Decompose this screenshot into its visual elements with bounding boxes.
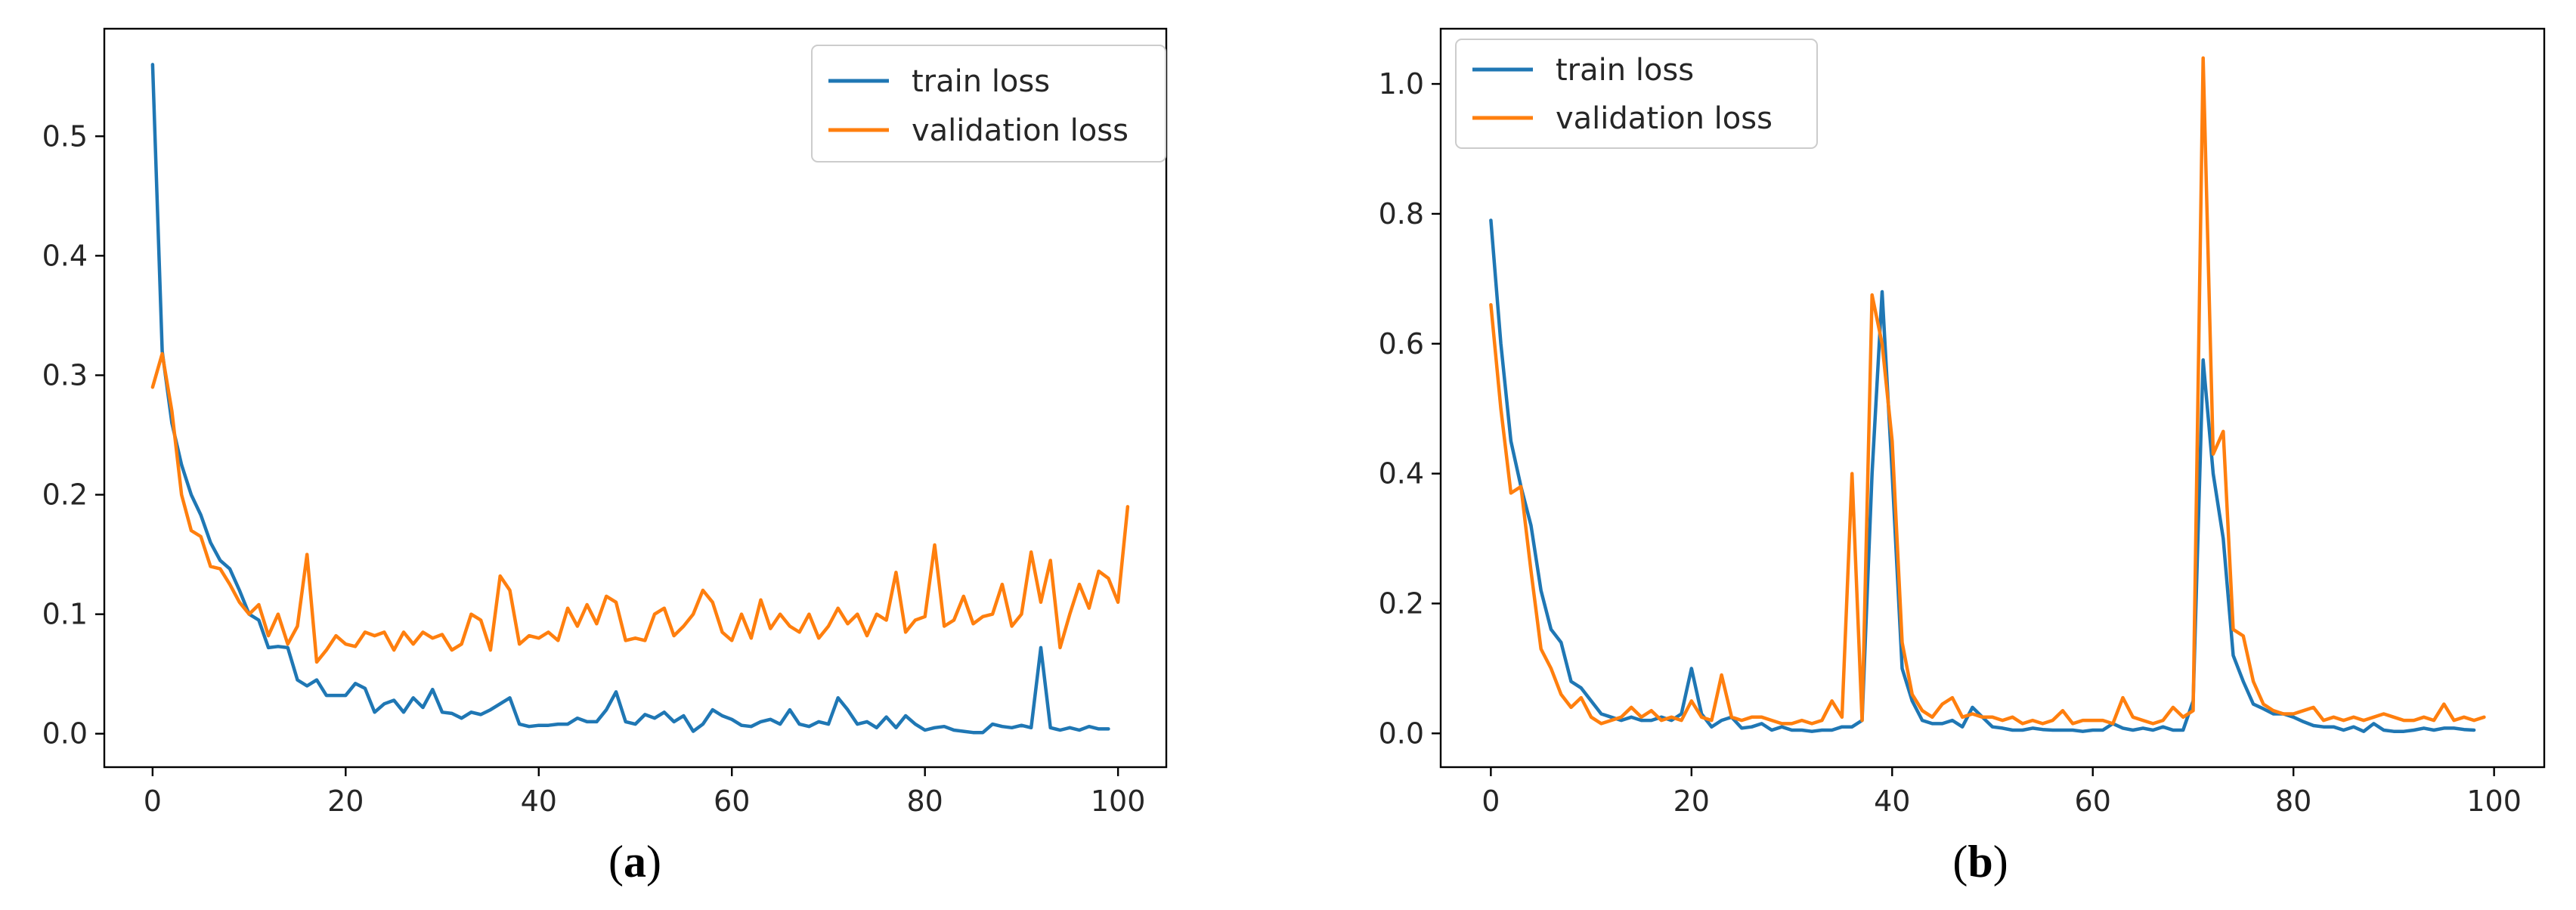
x-tick-label: 100 <box>2466 785 2522 818</box>
y-tick-label: 1.0 <box>1379 67 1424 101</box>
y-tick-label: 0.5 <box>42 119 88 153</box>
x-tick-label: 100 <box>1091 785 1146 818</box>
y-tick-label: 0.2 <box>42 478 88 512</box>
y-tick-label: 0.8 <box>1379 197 1424 231</box>
x-tick-label: 0 <box>1482 785 1500 818</box>
x-tick-label: 80 <box>907 785 943 818</box>
plot-frame <box>103 27 1168 769</box>
x-tick-label: 40 <box>1874 785 1910 818</box>
series-line-train-loss <box>1489 218 2476 733</box>
axis-ticks: 0 20 40 60 80 100 0.0 0.1 0.2 0.3 0.4 0.5 <box>42 119 1146 818</box>
x-tick-label: 0 <box>144 785 162 818</box>
series-layer <box>150 63 1130 735</box>
y-tick-label: 0.0 <box>1379 717 1424 750</box>
plot-frame <box>1439 27 2546 769</box>
panel-a: 0 20 40 60 80 100 0.0 0.1 0.2 0.3 0.4 0.5 train los… <box>42 27 1168 887</box>
series-line-validation-loss <box>150 351 1130 664</box>
legend: train loss validation loss <box>811 45 1166 162</box>
panel-b: 0 20 40 60 80 100 0.0 0.2 0.4 0.6 0.8 1.0 train los… <box>1379 27 2546 887</box>
y-tick-label: 0.6 <box>1379 327 1424 361</box>
series-line-train-loss <box>150 63 1110 735</box>
y-tick-label: 0.3 <box>42 358 88 392</box>
legend-label-validation-loss: validation loss <box>1556 101 1773 136</box>
y-tick-label: 0.1 <box>42 598 88 631</box>
legend-label-train-loss: train loss <box>912 64 1050 99</box>
y-tick-label: 0.4 <box>1379 457 1424 491</box>
x-tick-label: 20 <box>327 785 364 818</box>
panel-caption: (a) <box>608 837 661 887</box>
y-tick-label: 0.0 <box>42 717 88 751</box>
panel-caption: (b) <box>1952 837 2008 887</box>
x-tick-label: 60 <box>2075 785 2111 818</box>
axis-ticks: 0 20 40 60 80 100 0.0 0.2 0.4 0.6 0.8 1.0 <box>1379 67 2522 818</box>
legend-box <box>1455 39 1818 149</box>
series-line-validation-loss <box>1489 56 2486 726</box>
x-tick-label: 80 <box>2275 785 2311 818</box>
x-tick-label: 40 <box>521 785 557 818</box>
legend-label-validation-loss: validation loss <box>912 113 1129 148</box>
legend-box <box>811 45 1166 162</box>
y-tick-label: 0.4 <box>42 239 88 272</box>
y-tick-label: 0.2 <box>1379 587 1424 620</box>
x-tick-label: 60 <box>714 785 750 818</box>
legend: train loss validation loss <box>1455 39 1818 149</box>
legend-label-train-loss: train loss <box>1556 53 1694 88</box>
x-tick-label: 20 <box>1673 785 1710 818</box>
series-layer <box>1489 56 2486 733</box>
